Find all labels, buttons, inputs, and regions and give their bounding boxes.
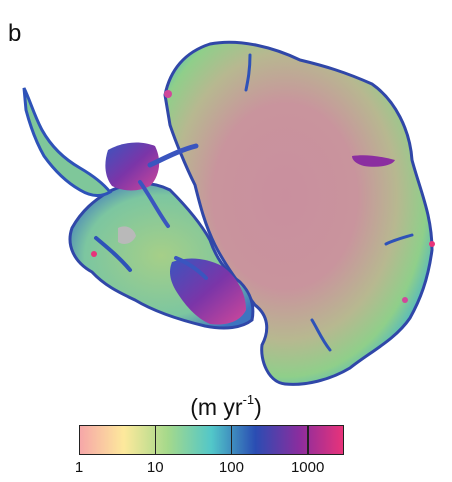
colorbar-tick-label: 1: [74, 459, 84, 476]
ronne-ice-shelf: [105, 142, 160, 191]
ross-ice-shelf: [170, 258, 246, 325]
colorbar-tick-label: 10: [146, 459, 164, 476]
outlet-glacier-2: [138, 180, 170, 228]
legend-title: (m yr-1): [190, 392, 262, 420]
colorbar-divider: [307, 426, 309, 454]
colorbar-divider: [154, 426, 157, 454]
outlet-glacier-5: [310, 318, 332, 352]
east-antarctica: [163, 40, 434, 386]
amery-ice-shelf: [352, 155, 395, 167]
no-data-area: [118, 226, 136, 244]
colorbar-tick-label: 100: [218, 459, 244, 476]
coastal-fast-flow-1: [164, 90, 172, 98]
antarctic-peninsula: [22, 87, 113, 198]
outlet-glacier-3: [174, 256, 208, 280]
colorbar-tick-label: 1000: [290, 459, 325, 476]
outlet-glacier-6: [384, 233, 414, 246]
panel-label: b: [8, 20, 22, 47]
colorbar-divider: [230, 426, 233, 454]
coastal-fast-flow-2: [91, 251, 97, 257]
outlet-glacier-1: [147, 143, 199, 168]
outlet-glacier-4: [94, 236, 132, 272]
coastal-fast-flow-3: [429, 241, 435, 247]
coastal-fast-flow-4: [402, 297, 408, 303]
velocity-colorbar: [79, 425, 344, 455]
outlet-glacier-7: [244, 53, 252, 92]
